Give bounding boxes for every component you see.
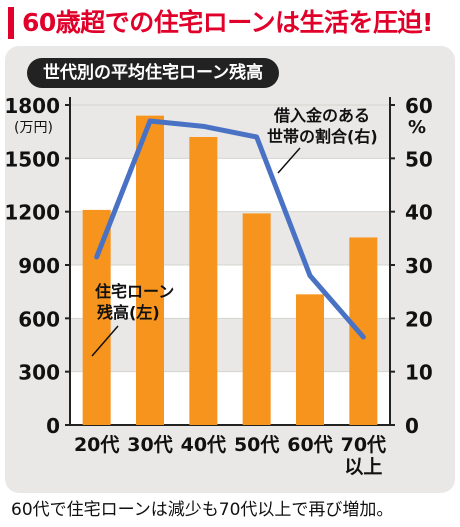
right-tick-label: 60 — [405, 94, 433, 118]
left-axis-unit: (万円) — [14, 120, 53, 136]
right-tick-label: 20 — [405, 307, 433, 331]
x-tick-label: 70代 — [341, 434, 386, 456]
bar-annotation: 住宅ローン — [95, 282, 174, 301]
bar-annotation-leader — [91, 325, 119, 357]
x-tick-label: 50代 — [234, 434, 279, 456]
headline-accent-bar — [8, 7, 14, 39]
right-tick-label: 0 — [405, 414, 419, 438]
bar — [296, 294, 324, 425]
line-annotation: 借入金のある — [273, 106, 370, 125]
bar — [242, 213, 271, 425]
bar — [189, 137, 218, 425]
x-tick-label: 以上 — [344, 456, 382, 478]
right-tick-label: 30 — [405, 254, 433, 278]
right-axis-unit: % — [408, 117, 426, 138]
right-tick-label: 50 — [405, 147, 433, 171]
headline: 60歳超での住宅ローンは生活を圧迫! — [0, 0, 460, 46]
left-tick-label: 1200 — [4, 201, 60, 225]
right-tick-label: 10 — [405, 361, 433, 385]
line-annotation-leader — [277, 147, 301, 174]
left-tick-label: 300 — [18, 361, 60, 385]
grid-band — [70, 371, 390, 425]
x-tick-label: 40代 — [181, 434, 226, 456]
line-annotation: 世帯の割合(右) — [267, 127, 378, 146]
chart-title: 世代別の平均住宅ローン残高 — [27, 58, 280, 88]
x-tick-label: 60代 — [287, 434, 332, 456]
x-tick-label: 20代 — [74, 434, 119, 456]
left-tick-label: 1800 — [4, 94, 60, 118]
headline-text: 60歳超での住宅ローンは生活を圧迫! — [22, 8, 433, 37]
caption: 60代で住宅ローンは減少も70代以上で再び増加。 — [11, 500, 394, 520]
bar — [349, 237, 378, 425]
x-tick-label: 30代 — [127, 434, 172, 456]
left-tick-label: 600 — [18, 307, 60, 331]
bar — [136, 115, 164, 426]
left-tick-label: 1500 — [4, 147, 60, 171]
left-tick-label: 0 — [46, 414, 60, 438]
bar-annotation: 残高(左) — [97, 303, 160, 322]
left-tick-label: 900 — [18, 254, 60, 278]
bar — [82, 209, 111, 425]
right-tick-label: 40 — [405, 201, 433, 225]
series-line — [94, 118, 366, 340]
